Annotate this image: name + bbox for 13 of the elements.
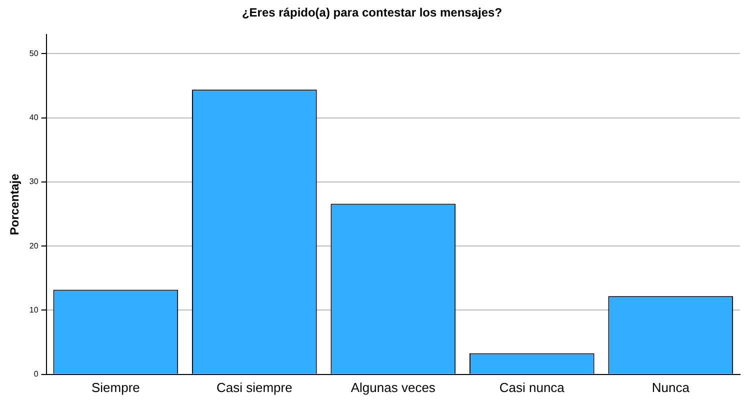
y-tick-label: 50 xyxy=(29,48,39,58)
y-axis-title: Porcentaje xyxy=(8,173,22,236)
y-tick-label: 0 xyxy=(34,370,39,379)
y-tick-label: 30 xyxy=(29,177,39,186)
y-tick-label: 20 xyxy=(29,241,39,250)
y-tick-label: 10 xyxy=(29,305,39,314)
chart-title: ¿Eres rápido(a) para contestar los mensajes? xyxy=(242,6,502,20)
x-tick-label: Casi siempre xyxy=(216,380,292,395)
y-tick-label: 40 xyxy=(29,113,39,122)
x-tick-label: Casi nunca xyxy=(499,380,566,395)
x-tick-label: Algunas veces xyxy=(350,380,436,395)
x-tick-label: Nunca xyxy=(652,380,690,395)
x-tick-label: Siempre xyxy=(91,380,140,395)
